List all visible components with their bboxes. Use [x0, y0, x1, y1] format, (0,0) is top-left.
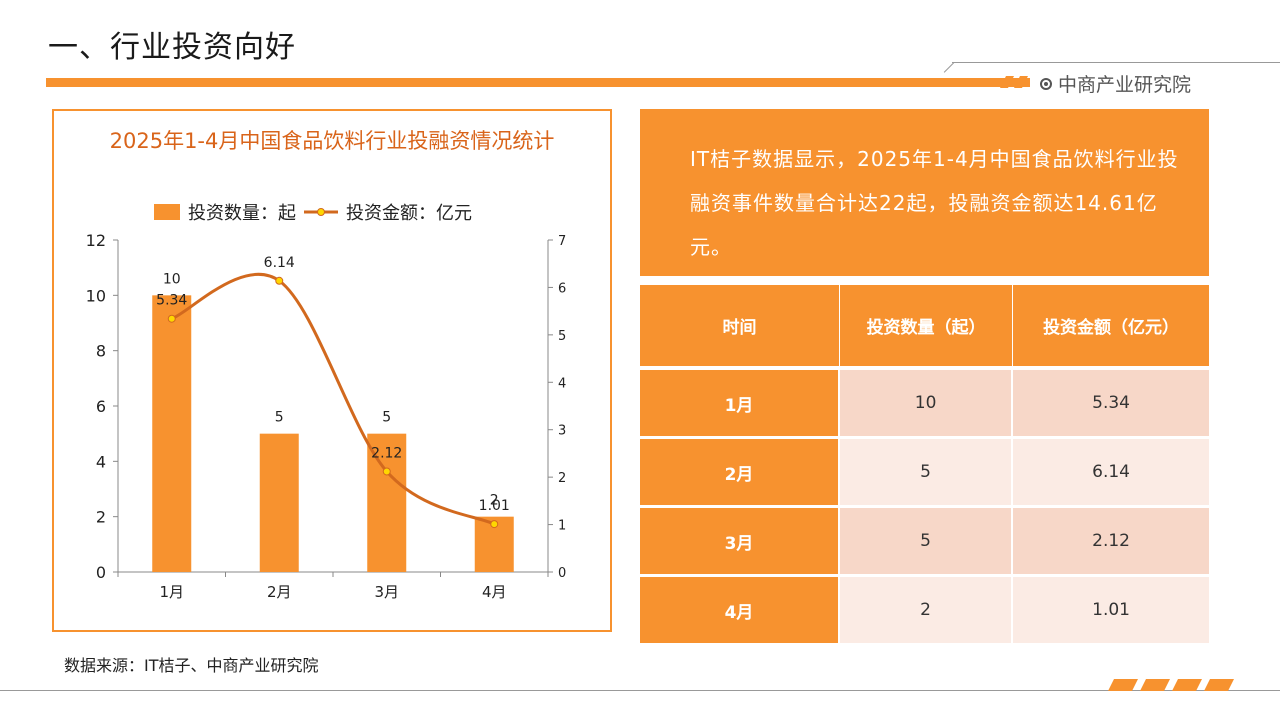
y-left-tick-label: 10	[86, 286, 106, 305]
bar	[259, 433, 299, 572]
table-header-row: 时间 投资数量（起） 投资金额（亿元）	[640, 285, 1209, 366]
line-series-amount	[171, 272, 495, 526]
table-header-cell: 投资金额（亿元）	[1013, 285, 1209, 366]
legend-bar-swatch	[154, 204, 180, 220]
bar-data-label: 2	[490, 493, 499, 509]
y-left-tick-label: 12	[86, 231, 106, 250]
header-divider-slant	[943, 62, 955, 73]
footer-stripes-decoration	[1108, 679, 1234, 691]
bar	[152, 295, 192, 572]
y-left-tick-label: 0	[96, 563, 106, 582]
y-right-tick-label: 0	[558, 566, 566, 581]
table-cell-amount: 5.34	[1013, 366, 1209, 439]
x-tick-label: 4月	[482, 583, 507, 601]
table-cell-month: 4月	[640, 577, 840, 646]
header-divider-line	[952, 62, 1280, 63]
y-left-tick-label: 6	[96, 397, 106, 416]
table-cell-count: 5	[840, 439, 1014, 508]
bar-data-label: 5	[275, 410, 284, 426]
table-cell-amount: 2.12	[1013, 508, 1209, 577]
y-right-tick-label: 5	[558, 329, 566, 344]
bar-data-label: 5	[382, 410, 391, 426]
y-right-tick-label: 3	[558, 424, 566, 439]
table-cell-month: 3月	[640, 508, 840, 577]
stripes-decoration	[1000, 76, 1028, 88]
y-right-tick-label: 6	[558, 281, 566, 296]
legend-bar-label: 投资数量：起	[188, 203, 296, 224]
legend-line-swatch	[304, 208, 338, 216]
brand-name: 中商产业研究院	[1058, 74, 1192, 96]
legend-line-label: 投资金额：亿元	[346, 203, 472, 224]
y-right-tick-label: 2	[558, 471, 566, 486]
chart-legend: 投资数量：起 投资金额：亿元	[154, 199, 472, 225]
y-right-tick-label: 1	[558, 519, 566, 534]
line-point	[167, 314, 176, 323]
table-cell-amount: 1.01	[1013, 577, 1209, 646]
table-cell-amount: 6.14	[1013, 439, 1209, 508]
line-data-label: 5.34	[156, 293, 187, 309]
line-point	[490, 520, 499, 529]
line-data-label: 1.01	[479, 498, 510, 514]
table-cell-count: 2	[840, 577, 1014, 646]
table-cell-count: 5	[840, 508, 1014, 577]
y-left-tick-label: 2	[96, 508, 106, 527]
info-summary-box: IT桔子数据显示，2025年1-4月中国食品饮料行业投融资事件数量合计达22起，…	[640, 109, 1209, 276]
table-row: 3月 5 2.12	[640, 508, 1209, 577]
x-tick-label: 1月	[159, 583, 184, 601]
table-row: 4月 2 1.01	[640, 577, 1209, 646]
y-left-tick-label: 8	[96, 342, 106, 361]
brand: 中商产业研究院	[1040, 70, 1191, 97]
y-left-tick-label: 4	[96, 452, 106, 471]
info-summary-text: IT桔子数据显示，2025年1-4月中国食品饮料行业投融资事件数量合计达22起，…	[690, 147, 1179, 259]
table-header-cell: 投资数量（起）	[840, 285, 1014, 366]
chart-panel: 2025年1-4月中国食品饮料行业投融资情况统计 投资数量：起 投资金额：亿元 …	[52, 109, 612, 632]
bar-data-label: 10	[163, 271, 181, 287]
bar	[367, 433, 407, 572]
table-cell-count: 10	[840, 366, 1014, 439]
x-tick-label: 2月	[267, 583, 292, 601]
footer-divider-line	[0, 690, 1280, 691]
data-table: 时间 投资数量（起） 投资金额（亿元） 1月 10 5.34 2月 5 6.14…	[640, 285, 1209, 646]
y-right-tick-label: 7	[558, 234, 566, 249]
data-source-note: 数据来源：IT桔子、中商产业研究院	[64, 656, 319, 675]
brand-logo-icon	[1040, 77, 1052, 90]
table-cell-month: 1月	[640, 366, 840, 439]
x-tick-label: 3月	[374, 583, 399, 601]
table-row: 1月 10 5.34	[640, 366, 1209, 439]
title-underline-bar	[46, 78, 1030, 87]
chart-title: 2025年1-4月中国食品饮料行业投融资情况统计	[109, 129, 555, 153]
line-data-label: 2.12	[371, 445, 402, 461]
page-title: 一、行业投资向好	[48, 30, 296, 65]
line-point	[382, 467, 391, 476]
table-cell-month: 2月	[640, 439, 840, 508]
table-row: 2月 5 6.14	[640, 439, 1209, 508]
line-point	[275, 276, 284, 285]
line-data-label: 6.14	[264, 255, 295, 271]
table-header-cell: 时间	[640, 285, 840, 366]
y-right-tick-label: 4	[558, 376, 566, 391]
